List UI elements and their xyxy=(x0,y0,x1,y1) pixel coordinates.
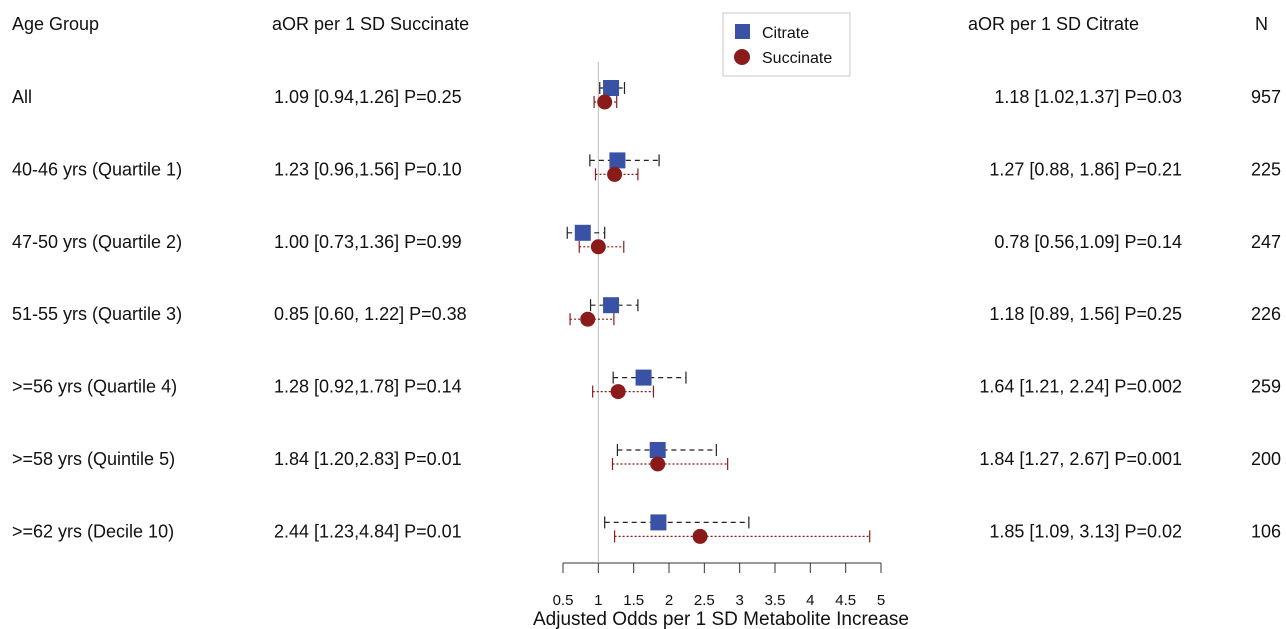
succinate-point xyxy=(607,166,623,182)
row-citrate-estimate: 1.85 [1.09, 3.13] P=0.02 xyxy=(989,521,1182,541)
row-citrate-estimate: 1.18 [0.89, 1.56] P=0.25 xyxy=(989,304,1182,324)
succinate-point xyxy=(610,384,626,400)
succinate-point xyxy=(692,528,708,544)
forest-row-3: 51-55 yrs (Quartile 3) 0.85 [0.60, 1.22] … xyxy=(12,297,1281,327)
x-tick-label-7: 4 xyxy=(806,592,814,609)
row-succinate-estimate: 2.44 [1.23,4.84] P=0.01 xyxy=(274,521,462,541)
forest-row-1: 40-46 yrs (Quartile 1) 1.23 [0.96,1.56] P… xyxy=(12,152,1281,182)
x-tick-label-5: 3 xyxy=(735,592,743,609)
succinate-point xyxy=(580,311,596,327)
x-tick-label-9: 5 xyxy=(877,592,885,609)
row-age-group: >=62 yrs (Decile 10) xyxy=(12,521,174,541)
citrate-point xyxy=(609,152,626,169)
citrate-point xyxy=(603,297,620,314)
row-n: 259 xyxy=(1251,377,1281,397)
forest-row-2: 47-50 yrs (Quartile 2) 1.00 [0.73,1.36] P… xyxy=(12,224,1281,255)
x-tick-label-6: 3.5 xyxy=(765,592,786,609)
row-n: 106 xyxy=(1251,521,1281,541)
citrate-point xyxy=(649,442,666,458)
row-age-group: 40-46 yrs (Quartile 1) xyxy=(12,159,182,179)
row-n: 247 xyxy=(1251,232,1281,252)
x-tick-label-4: 2.5 xyxy=(694,592,715,609)
x-axis-label: Adjusted Odds per 1 SD Metabolite Increa… xyxy=(533,609,909,629)
row-n: 200 xyxy=(1251,449,1281,469)
forest-row-5: >=58 yrs (Quintile 5) 1.84 [1.20,2.83] P=… xyxy=(12,442,1281,472)
x-tick-label-8: 4.5 xyxy=(835,592,856,609)
forest-rows: All 1.09 [0.94,1.26] P=0.25 1.18 [1.02,1.3… xyxy=(12,80,1281,544)
row-succinate-estimate: 1.28 [0.92,1.78] P=0.14 xyxy=(274,377,462,397)
row-age-group: >=56 yrs (Quartile 4) xyxy=(12,377,177,397)
forest-row-4: >=56 yrs (Quartile 4) 1.28 [0.92,1.78] P=… xyxy=(12,369,1281,400)
forest-row-0: All 1.09 [0.94,1.26] P=0.25 1.18 [1.02,1.3… xyxy=(12,80,1281,110)
legend-succinate-marker xyxy=(734,49,750,65)
succinate-point xyxy=(590,239,606,255)
row-n: 225 xyxy=(1251,159,1281,179)
x-tick-label-1: 1 xyxy=(594,592,602,609)
row-citrate-estimate: 0.78 [0.56,1.09] P=0.14 xyxy=(994,232,1182,252)
succinate-point xyxy=(597,94,613,110)
citrate-point xyxy=(635,369,652,386)
citrate-point xyxy=(574,224,591,241)
legend-citrate-marker xyxy=(735,24,750,39)
row-age-group: 51-55 yrs (Quartile 3) xyxy=(12,304,182,324)
citrate-point xyxy=(650,514,667,531)
x-tick-label-2: 1.5 xyxy=(623,592,644,609)
row-age-group: >=58 yrs (Quintile 5) xyxy=(12,449,175,469)
column-headers: Age Group aOR per 1 SD Succinate aOR per… xyxy=(12,14,1268,34)
row-age-group: All xyxy=(12,87,32,107)
row-succinate-estimate: 1.00 [0.73,1.36] P=0.99 xyxy=(274,232,462,252)
row-citrate-estimate: 1.64 [1.21, 2.24] P=0.002 xyxy=(979,377,1182,397)
header-age-group: Age Group xyxy=(12,14,99,34)
row-n: 957 xyxy=(1251,87,1281,107)
row-age-group: 47-50 yrs (Quartile 2) xyxy=(12,232,182,252)
forest-row-6: >=62 yrs (Decile 10) 2.44 [1.23,4.84] P=0… xyxy=(12,514,1281,544)
row-n: 226 xyxy=(1251,304,1281,324)
row-succinate-estimate: 0.85 [0.60, 1.22] P=0.38 xyxy=(274,304,467,324)
legend: Citrate Succinate xyxy=(722,12,851,77)
citrate-point xyxy=(603,80,620,96)
legend-box xyxy=(722,12,851,77)
x-tick-label-0: 0.5 xyxy=(553,592,574,609)
x-tick-label-3: 2 xyxy=(665,592,673,609)
legend-succinate-label: Succinate xyxy=(762,50,832,67)
legend-citrate-label: Citrate xyxy=(762,25,809,42)
row-succinate-estimate: 1.09 [0.94,1.26] P=0.25 xyxy=(274,87,462,107)
header-succinate: aOR per 1 SD Succinate xyxy=(272,14,469,34)
header-citrate: aOR per 1 SD Citrate xyxy=(968,14,1139,34)
row-citrate-estimate: 1.18 [1.02,1.37] P=0.03 xyxy=(994,87,1182,107)
header-n: N xyxy=(1255,14,1268,34)
row-citrate-estimate: 1.27 [0.88, 1.86] P=0.21 xyxy=(989,159,1182,179)
row-succinate-estimate: 1.84 [1.20,2.83] P=0.01 xyxy=(274,449,462,469)
succinate-point xyxy=(650,456,666,472)
row-citrate-estimate: 1.84 [1.27, 2.67] P=0.001 xyxy=(979,449,1182,469)
x-axis: 0.5 1 1.5 2 2.5 3 3.5 4 4.5 5 xyxy=(553,562,885,609)
row-succinate-estimate: 1.23 [0.96,1.56] P=0.10 xyxy=(274,159,462,179)
